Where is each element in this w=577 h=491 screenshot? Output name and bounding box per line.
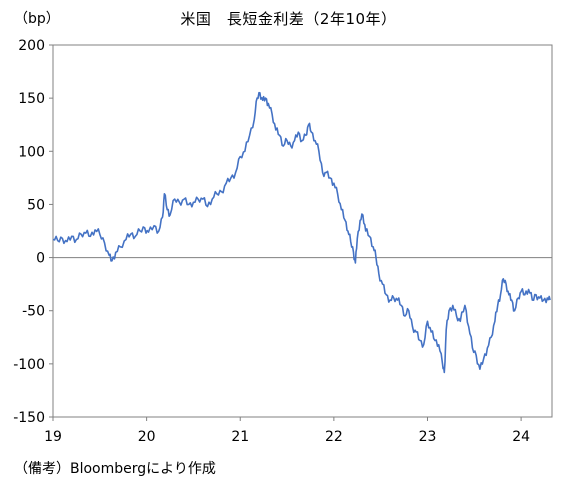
y-tick-label: -50 [22,304,45,320]
x-tick-label: 21 [231,429,249,445]
y-tick-label: 0 [36,251,45,267]
y-tick-label: 50 [27,197,45,213]
unit-label: （bp） [14,11,60,27]
x-tick-label: 24 [512,429,530,445]
y-tick-label: 200 [18,38,45,54]
x-tick-label: 23 [419,429,437,445]
y-tick-label: -100 [13,357,45,373]
x-tick-label: 22 [325,429,343,445]
labels-layer: 200 150 100 50 0 -50 -100 -150 19 20 21 22 23 24 [13,38,530,445]
chart-title: 米国 長短金利差（2年10年） [180,10,397,28]
series-line [52,91,551,374]
source-note: （備考）Bloombergにより作成 [14,461,216,477]
y-tick-label: 100 [18,144,45,160]
x-tick-label: 19 [44,429,62,445]
axes-layer [49,44,553,421]
plot-frame [52,44,553,418]
x-tick-label: 20 [138,429,156,445]
y-tick-label: -150 [13,410,45,426]
y-tick-label: 150 [18,91,45,107]
series-layer [52,91,551,374]
